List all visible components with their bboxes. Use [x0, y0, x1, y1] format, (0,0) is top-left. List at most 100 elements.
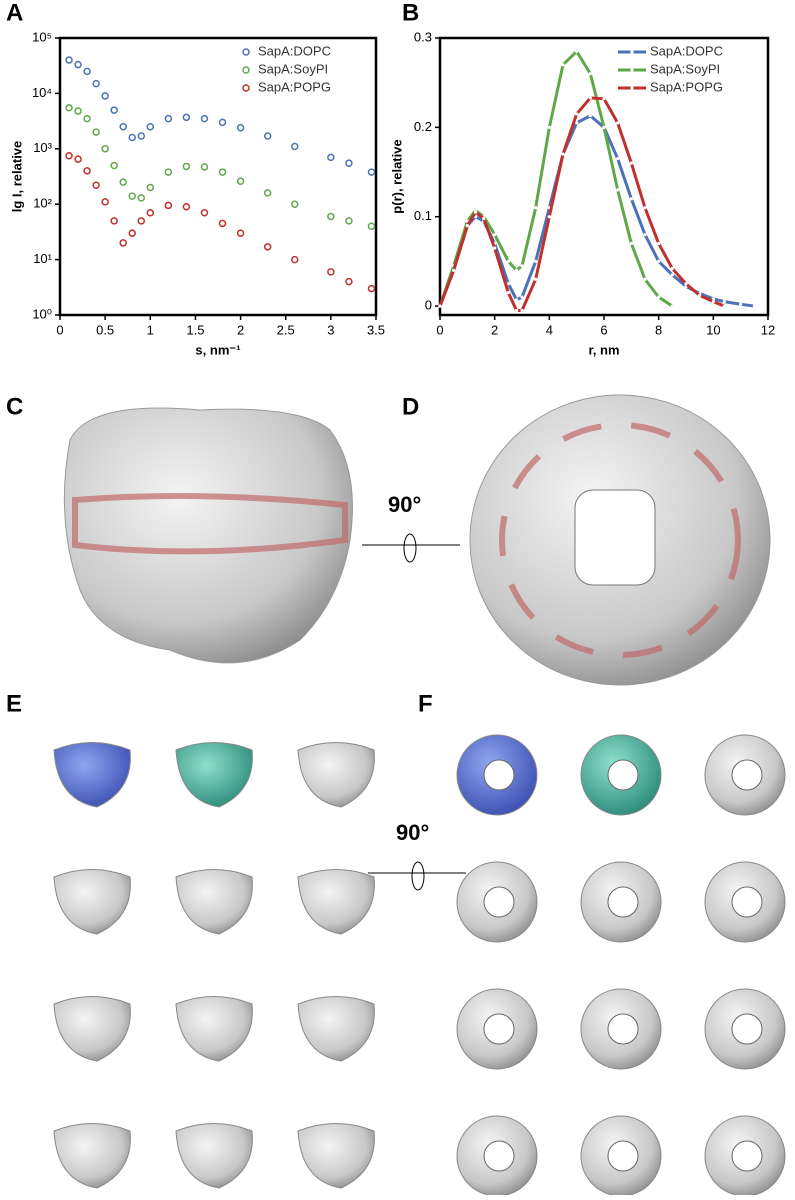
line-marker [534, 277, 538, 281]
thumbnail-hole [731, 1140, 763, 1172]
thumbnail-hole [607, 1140, 639, 1172]
legend-symbol [630, 86, 634, 90]
x-tick-label: 10 [706, 322, 720, 337]
y-tick-label: 10² [33, 196, 52, 211]
plot-frame [58, 36, 378, 317]
data-point [146, 209, 155, 217]
y-tick-label: 10⁰ [32, 306, 52, 321]
line-marker [739, 302, 743, 306]
line-marker [722, 304, 726, 308]
legend-label: SapA:SoyPI [258, 61, 328, 76]
side-thumbnail [297, 996, 375, 1062]
data-point [263, 243, 272, 251]
thumbnail-hole [483, 886, 515, 918]
data-point [367, 168, 376, 176]
data-point [74, 107, 82, 115]
line-marker [629, 161, 633, 165]
line-marker [643, 206, 647, 210]
y-tick-label: 0.2 [414, 119, 432, 134]
line-marker [670, 273, 674, 277]
data-point [83, 67, 91, 76]
line-marker [575, 49, 579, 54]
line-marker [547, 215, 551, 219]
data-point [218, 168, 227, 176]
line-marker [588, 96, 592, 100]
line-marker [482, 216, 486, 221]
panel-letter: D [402, 393, 419, 420]
data-point [236, 229, 245, 237]
side-thumbnail [53, 996, 131, 1062]
x-axis-label: r, nm [588, 342, 619, 357]
line-marker [602, 97, 606, 101]
data-point [218, 118, 227, 127]
line-marker [602, 125, 606, 129]
y-axis-label: p(r), relative [389, 139, 404, 213]
line-marker [506, 282, 510, 286]
y-tick-label: 0 [425, 298, 432, 313]
line-marker [534, 259, 538, 263]
line-marker [561, 152, 565, 156]
data-point [128, 192, 136, 200]
rotation-label: 90° [388, 492, 421, 517]
line-marker [465, 224, 469, 228]
data-point [200, 209, 209, 217]
data-point [146, 123, 155, 131]
x-tick-label: 3 [327, 322, 334, 337]
legend-label: SapA:SoyPI [650, 61, 720, 76]
data-point [74, 155, 82, 163]
data-point [137, 217, 146, 225]
line-marker [575, 121, 579, 125]
line-marker [588, 114, 592, 118]
line-marker [514, 308, 519, 313]
line-marker [493, 246, 497, 250]
x-tick-label: 1 [147, 322, 154, 337]
line-marker [616, 121, 620, 125]
line-marker [547, 125, 551, 129]
thumbnail-hole [731, 886, 763, 918]
y-tick-label: 10⁴ [32, 85, 52, 100]
side-thumbnail [53, 742, 131, 808]
data-point [137, 132, 146, 140]
line-marker [506, 259, 510, 263]
data-point [263, 132, 272, 140]
data-point [367, 222, 376, 230]
x-tick-label: 1.5 [186, 322, 204, 337]
line-marker [514, 298, 519, 302]
thumbnail-hole [731, 1013, 763, 1045]
data-point [119, 178, 127, 186]
side-thumbnail [175, 742, 253, 808]
line-marker [657, 241, 661, 246]
side-thumbnail [175, 996, 253, 1062]
legend-label: SapA:POPG [650, 79, 723, 94]
data-point [92, 181, 100, 189]
x-tick-label: 0 [436, 322, 443, 337]
data-point [128, 133, 136, 142]
legend-label: SapA:DOPC [650, 43, 723, 58]
x-tick-label: 6 [600, 322, 607, 337]
data-point [367, 284, 376, 293]
data-point [218, 219, 227, 228]
panel-letter: C [6, 393, 23, 420]
y-tick-label: 0.1 [414, 208, 432, 223]
legend-symbol [242, 84, 250, 92]
line-marker [493, 232, 497, 237]
x-tick-label: 2 [237, 322, 244, 337]
thumbnail-hole [607, 1013, 639, 1045]
legend-label: SapA:POPG [258, 79, 331, 94]
legend-symbol [630, 68, 634, 72]
density-side-view [63, 407, 353, 664]
data-line [438, 96, 725, 313]
x-tick-label: 2 [491, 322, 498, 337]
rotation-symbol: 90° [368, 820, 466, 891]
line-marker [684, 282, 688, 286]
y-tick-label: 10⁵ [32, 29, 52, 44]
line-marker [752, 304, 756, 308]
side-thumbnail [53, 869, 131, 935]
line-marker [520, 308, 524, 313]
y-axis-label: lg I, relative [9, 141, 24, 213]
data-point [110, 161, 118, 170]
line-marker [616, 188, 620, 192]
line-marker [520, 264, 524, 268]
y-tick-label: 10³ [33, 140, 52, 155]
data-point [327, 268, 335, 276]
